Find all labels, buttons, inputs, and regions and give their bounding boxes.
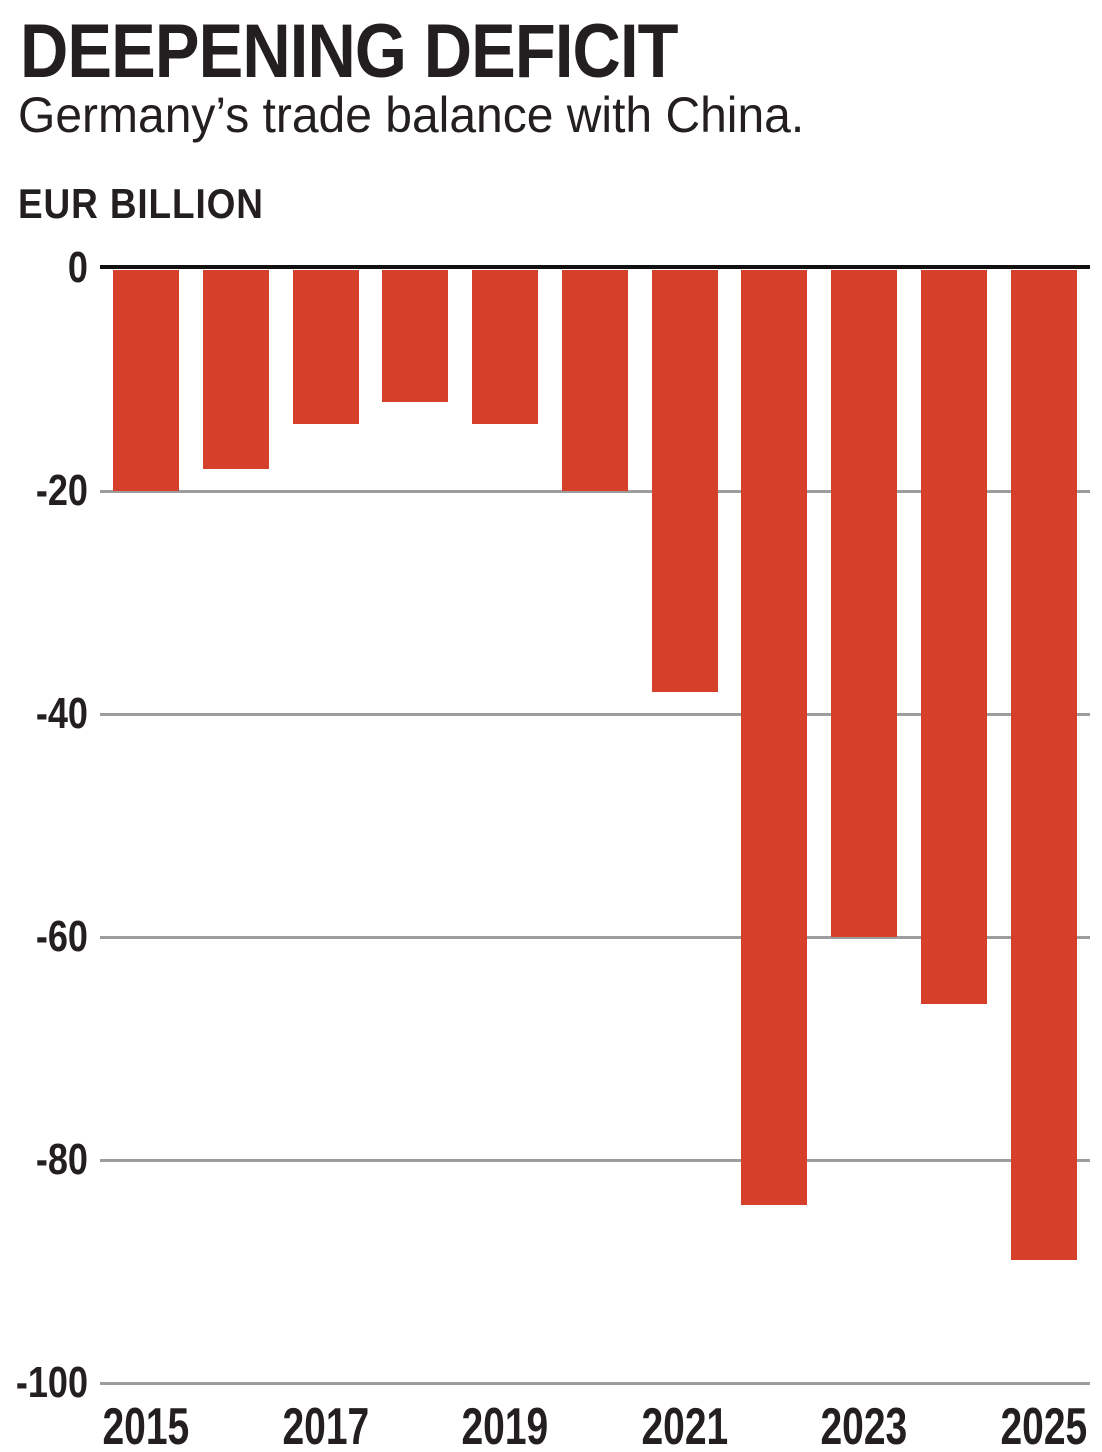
gridline--80 <box>100 1158 1090 1162</box>
x-tick-label-text: 2021 <box>641 1398 728 1452</box>
x-tick-label-text: 2015 <box>102 1398 190 1452</box>
gridline--20 <box>100 489 1090 493</box>
x-tick-label-text: 2023 <box>820 1398 908 1452</box>
gridline--40 <box>100 712 1090 716</box>
x-tick-label-text: 2019 <box>461 1398 549 1452</box>
x-tick-label-text: 2025 <box>1000 1398 1087 1452</box>
y-tick-label--40: -40 <box>35 689 88 738</box>
bar-2021 <box>651 270 718 692</box>
x-tick-label-2025: 2025 <box>964 1398 1102 1452</box>
bar-2019 <box>472 270 538 425</box>
bar-2018 <box>382 270 449 402</box>
x-tick-label-2023: 2023 <box>784 1398 944 1452</box>
bar-2020 <box>561 270 628 491</box>
page-subtitle: Germany’s trade balance with China. <box>18 87 805 143</box>
gridline--60 <box>100 935 1090 939</box>
bar-2015 <box>113 270 179 491</box>
x-tick-label-2021: 2021 <box>605 1398 765 1452</box>
y-tick-label--100: -100 <box>15 1358 89 1407</box>
y-tick-label--20: -20 <box>35 466 88 515</box>
y-tick-label--60: -60 <box>35 912 88 961</box>
x-tick-label-2015: 2015 <box>66 1398 226 1452</box>
bar-2017 <box>292 270 359 425</box>
x-tick-label-2017: 2017 <box>246 1398 406 1452</box>
y-axis-unit-label: EUR BILLION <box>18 180 264 227</box>
y-tick-label-0: 0 <box>67 243 88 292</box>
x-tick-label-2019: 2019 <box>425 1398 585 1452</box>
bar-2025 <box>1010 270 1077 1261</box>
bar-2024 <box>920 270 987 1004</box>
bar-2016 <box>202 270 269 469</box>
y-tick-label--80: -80 <box>35 1135 88 1184</box>
bar-2022 <box>741 270 808 1205</box>
bar-2023 <box>831 270 897 937</box>
zero-axis-line <box>100 265 1090 269</box>
page-title: DEEPENING DEFICIT <box>20 9 679 94</box>
gridline--100 <box>100 1381 1090 1385</box>
x-tick-label-text: 2017 <box>282 1398 369 1452</box>
